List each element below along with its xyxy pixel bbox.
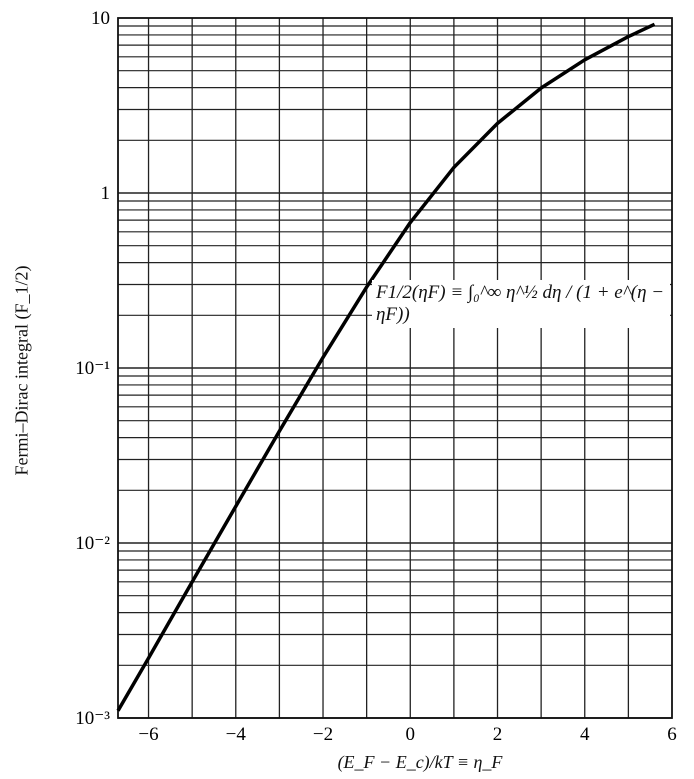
- plot-frame: [117, 17, 673, 719]
- x-tick-label: 0: [406, 724, 416, 745]
- x-tick-label: 4: [580, 724, 590, 745]
- y-tick-label: 10⁻¹: [75, 358, 110, 379]
- y-tick-label: 10: [91, 8, 110, 29]
- x-tick-label: −6: [138, 724, 158, 745]
- formula-annotation: F1/2(ηF) ≡ ∫₀^∞ η^½ dη / (1 + e^(η − ηF)…: [372, 280, 670, 328]
- x-axis-label: (E_F − E_c)/kT ≡ η_F: [337, 752, 503, 772]
- x-tick-label: 2: [493, 724, 503, 745]
- series-line-f12: [116, 22, 656, 712]
- y-axis-label: Fermi–Dirac integral (F_1/2): [11, 265, 32, 476]
- x-tick-label: 6: [667, 724, 677, 745]
- x-tick-label: −4: [226, 724, 247, 745]
- y-tick-label: 10⁻²: [75, 533, 110, 554]
- x-tick-label: −2: [313, 724, 333, 745]
- y-tick-label: 10⁻³: [75, 708, 110, 729]
- y-tick-label: 1: [101, 183, 111, 204]
